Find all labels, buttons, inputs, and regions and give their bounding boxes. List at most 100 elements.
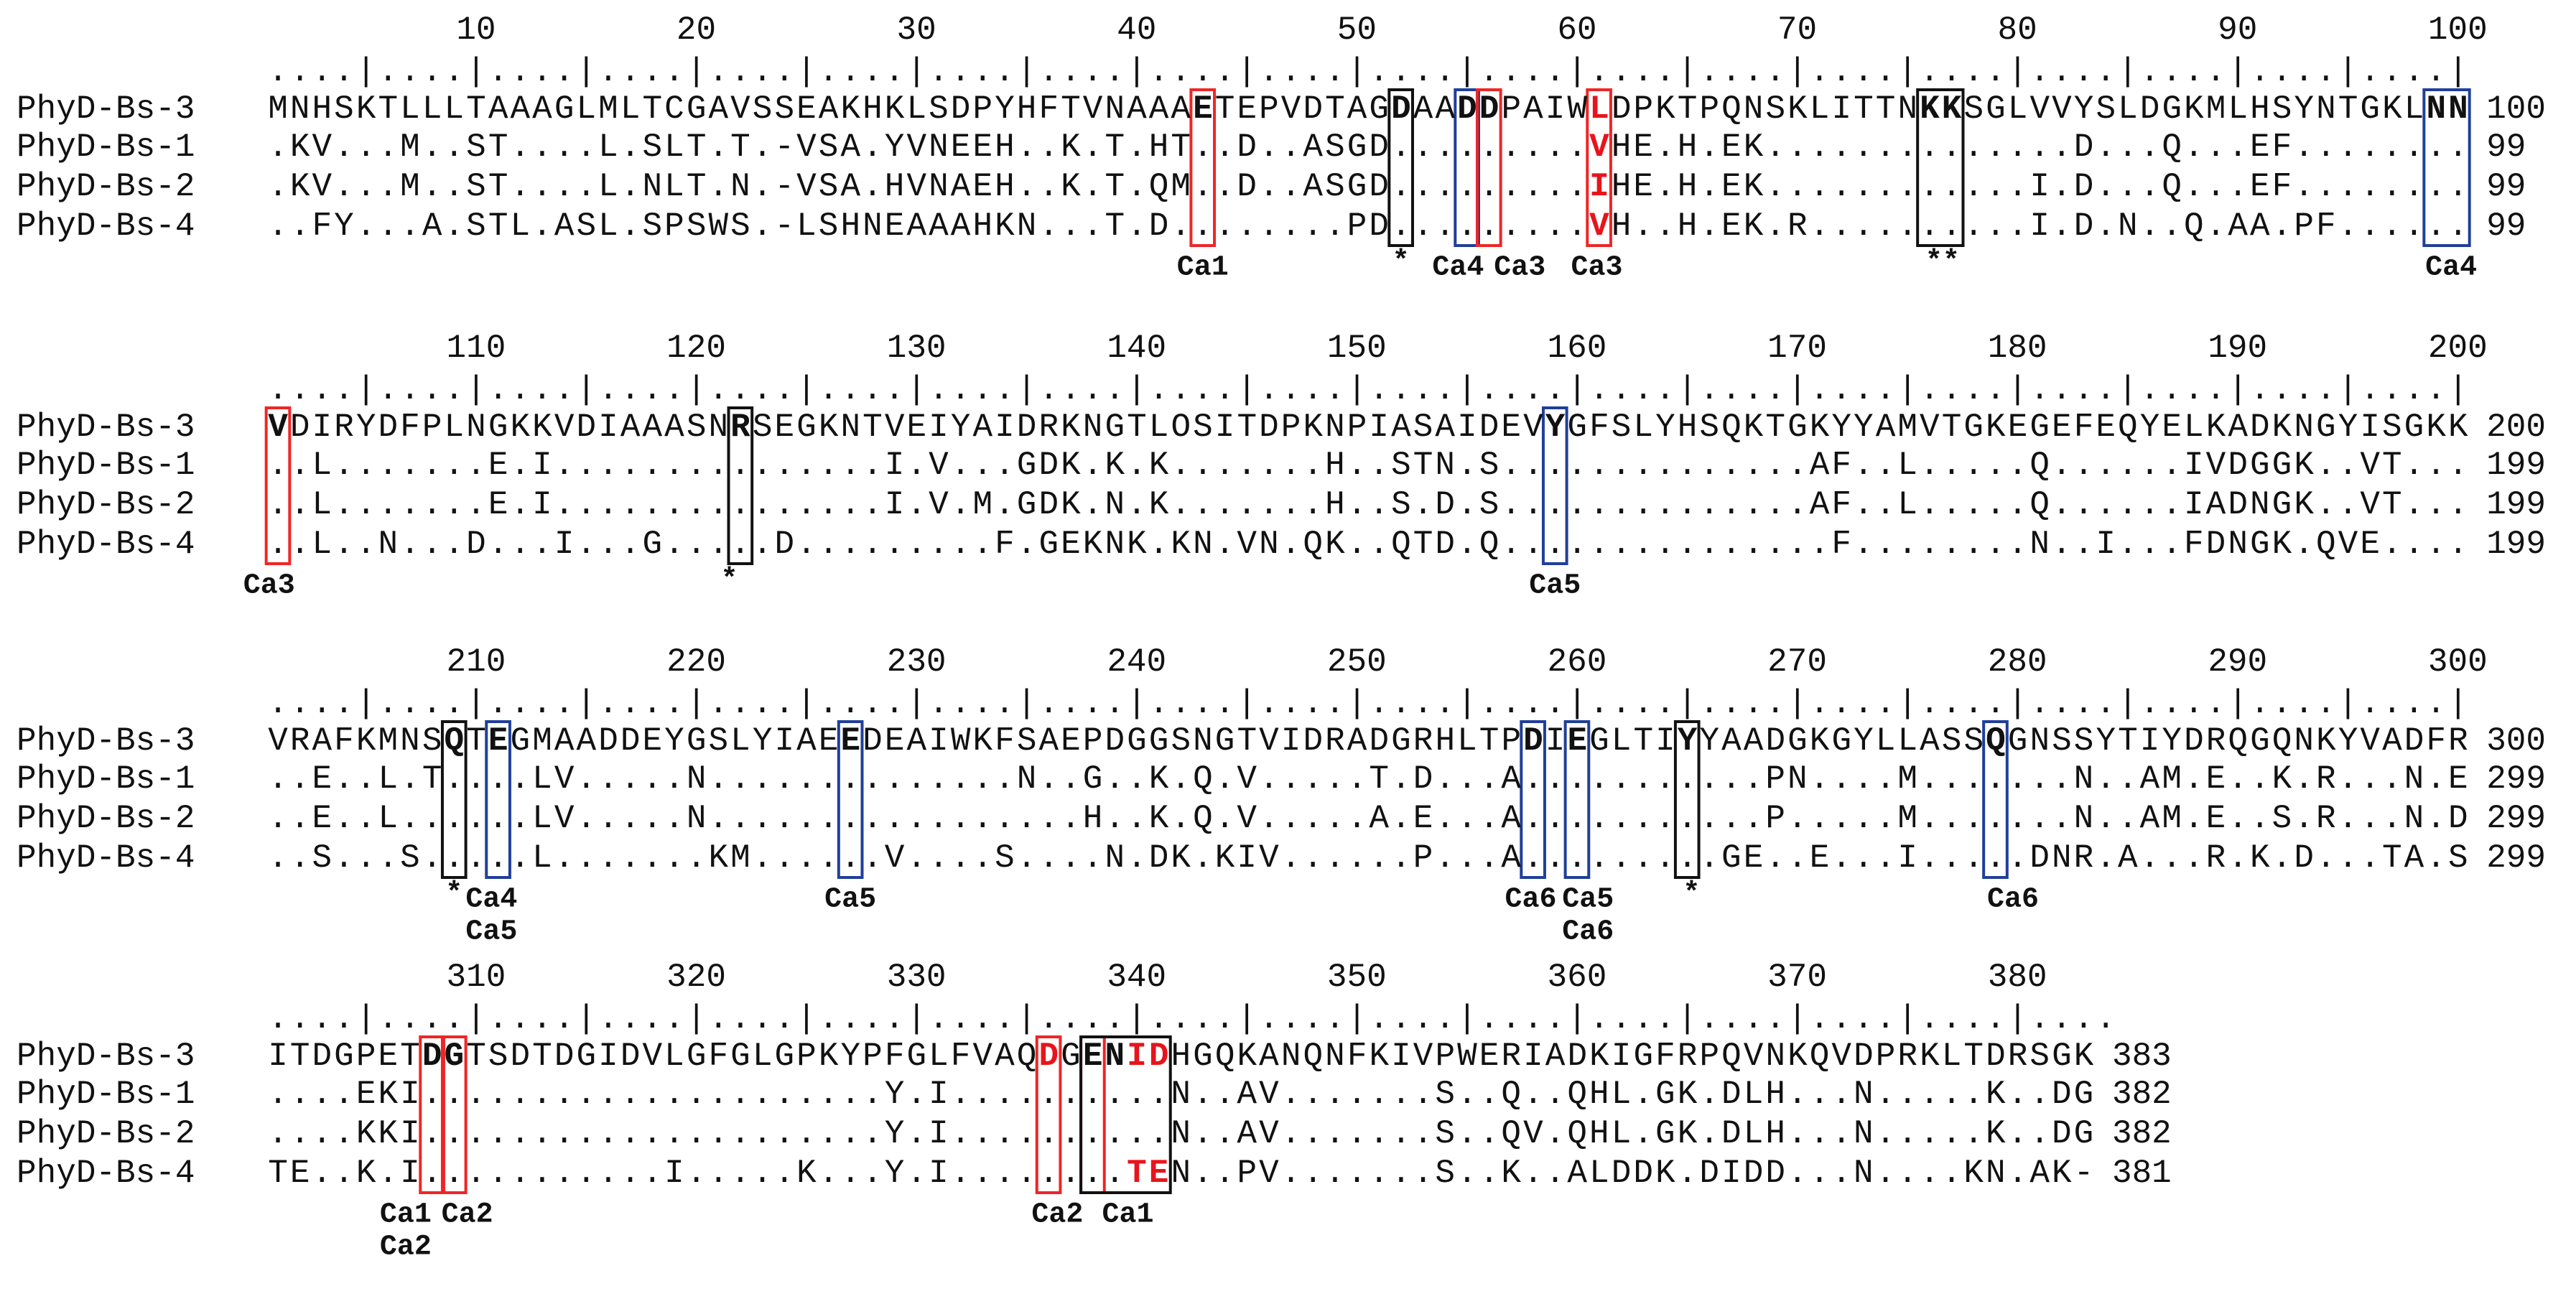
- residue-run: D: [1038, 1038, 1061, 1075]
- sequence-end: 199: [2486, 486, 2546, 523]
- sequence: ..L.......E.I...............I.V.M.GDK.N.…: [268, 486, 2470, 523]
- sequence-end: 200: [2486, 409, 2546, 446]
- sequence-name: PhyD-Bs-4: [17, 839, 195, 877]
- binding-site-label: Ca1: [380, 1199, 432, 1231]
- binding-site-label: Ca3: [1494, 252, 1545, 284]
- sequence: ..E..L.T....LV.....N..............N..G..…: [268, 760, 2470, 798]
- ruler-number: 140: [1107, 330, 1166, 367]
- ruler-number: 20: [676, 11, 716, 49]
- highlight-box: [837, 720, 864, 879]
- sequence: ....EKI.....................Y.I.........…: [268, 1076, 2096, 1113]
- binding-site-label: Ca2: [380, 1231, 432, 1264]
- residue-run: H..H.EK.R..........I.D.N..Q.AA.PF......: [1612, 208, 2470, 245]
- ruler-number: 340: [1107, 959, 1166, 996]
- sequence-name: PhyD-Bs-1: [17, 129, 195, 166]
- ruler: ....|....|....|....|....|....|....|....|…: [268, 1000, 2118, 1038]
- sequence: ..L.......E.I...............I.V...GDK.K.…: [268, 447, 2470, 484]
- binding-site-label: Ca2: [1031, 1199, 1083, 1231]
- residue-run: G: [1061, 1038, 1083, 1075]
- ruler-number: 10: [456, 11, 496, 49]
- sequence-end: 383: [2112, 1038, 2172, 1075]
- ruler-number: 280: [1988, 643, 2047, 681]
- highlight-box: [727, 406, 754, 565]
- sequence-name: PhyD-Bs-1: [17, 1076, 195, 1113]
- residue-run: HGQKANQNFKIVPWERIADKIGFRPQVNKQVDPRKLTDRS…: [1171, 1038, 2096, 1075]
- ruler-number: 370: [1767, 959, 1827, 996]
- ruler-number: 250: [1327, 643, 1387, 681]
- ruler-number: 70: [1777, 11, 1817, 49]
- alignment-block: 10 20 30 40 50 60 70 80 90 100 ....|....|....|....…: [17, 11, 2546, 284]
- binding-site-label: Ca6: [1562, 916, 1614, 949]
- residue-run: TE..K.I...........I.....K...Y.I........: [268, 1155, 1127, 1192]
- ruler-number: 150: [1327, 330, 1387, 367]
- residue-run: TEPVDTAG: [1215, 90, 1391, 128]
- highlight-box: [2422, 88, 2471, 247]
- highlight-box: [1563, 720, 1591, 879]
- sequence-end: 299: [2486, 760, 2546, 798]
- sequence-name: PhyD-Bs-3: [17, 90, 195, 128]
- highlight-box: [1475, 88, 1502, 247]
- residue-run: E: [841, 722, 863, 760]
- residue-run: MNHSKTLLLTAAAGLMLTCGAVSSEAKHKLSDPYHFTVNA…: [268, 90, 1193, 128]
- residue-run: DIRYDFPLNGKKVDIAAASN: [290, 409, 730, 446]
- ruler-number: 330: [887, 959, 947, 996]
- ruler-number: 80: [1998, 11, 2037, 49]
- sequence-name: PhyD-Bs-4: [17, 1155, 195, 1192]
- binding-site-label: Ca1: [1177, 252, 1229, 284]
- sequence-end: 300: [2486, 722, 2546, 760]
- ruler-number: 220: [666, 643, 726, 681]
- sequence-end: 199: [2486, 526, 2546, 563]
- ruler-number: 320: [666, 959, 726, 996]
- residue-run: ....EKI.....................Y.I.........…: [268, 1076, 2096, 1113]
- sequence-end: 382: [2112, 1115, 2172, 1152]
- residue-run: YAADGKGYLLASS: [1699, 722, 1986, 760]
- residue-run: ..S...S.....L.......KM......V....S....N.…: [268, 839, 2470, 877]
- residue-run: EN: [1083, 1038, 1127, 1075]
- alignment-block: 210 220 230 240 250 260 270 280 290 300 ....|....|…: [17, 643, 2546, 948]
- ruler-number: 260: [1548, 643, 1607, 681]
- residue-run: E: [1193, 90, 1215, 128]
- highlight-box: [440, 720, 468, 879]
- sequence: MNHSKTLLLTAAAGLMLTCGAVSSEAKHKLSDPYHFTVNA…: [268, 90, 2470, 128]
- conserved-star: *: [721, 564, 738, 597]
- ruler-number: 270: [1767, 643, 1827, 681]
- residue-run: DD: [1457, 90, 1501, 128]
- ruler: ....|....|....|....|....|....|....|....|…: [268, 53, 2470, 90]
- residue-run: ..L..N...D...I...G.....D.........F.GEKNK…: [268, 526, 2470, 563]
- residue-run: ..E..L......LV.....N.................H..…: [268, 800, 2470, 837]
- ruler-number: 380: [1988, 959, 2047, 996]
- binding-site-label: Ca4: [465, 884, 517, 916]
- sequence: ....KKI.....................Y.I.........…: [268, 1115, 2096, 1152]
- binding-site-label: Ca5: [465, 916, 517, 949]
- sequence: VRAFKMNSQTEGMAADDEYGSLYIAEEDEAIWKFSAEPDG…: [268, 722, 2470, 760]
- ruler-number: 350: [1327, 959, 1387, 996]
- sequence-end: 100: [2486, 90, 2546, 128]
- sequence-name: PhyD-Bs-2: [17, 1115, 195, 1152]
- alignment-block: 310 320 330 340 350 360 370 380 ....|....|....|.…: [17, 959, 2172, 1263]
- ruler-number: 60: [1557, 11, 1596, 49]
- ruler-number: 50: [1337, 11, 1377, 49]
- residue-run: PAIW: [1501, 90, 1589, 128]
- ruler-number: 110: [447, 330, 506, 367]
- highlight-box: [1520, 720, 1546, 879]
- residue-run: SGLVVYSLDGKMLHSYNTGKL: [1963, 90, 2426, 128]
- residue-run: GMAADDEYGSLYIAE: [511, 722, 841, 760]
- sequence-end: 99: [2486, 208, 2526, 245]
- residue-run: V: [1589, 208, 1612, 245]
- ruler-number: 100: [2428, 11, 2488, 49]
- ruler-number: 210: [447, 643, 506, 681]
- highlight-box: [1586, 88, 1612, 247]
- residue-run: D: [1523, 722, 1545, 760]
- highlight-box: [1982, 720, 2009, 879]
- ruler-number: 300: [2428, 643, 2488, 681]
- residue-run: NN: [2426, 90, 2470, 128]
- residue-run: ITDGPET: [268, 1038, 422, 1075]
- sequence-name: PhyD-Bs-3: [17, 722, 195, 760]
- sequence: TE..K.I...........I.....K...Y.I........T…: [268, 1155, 2096, 1192]
- binding-site-label: Ca5: [1529, 570, 1581, 602]
- ruler: ....|....|....|....|....|....|....|....|…: [268, 371, 2470, 409]
- residue-run: GFSLYHSQKTGKYYAMVTGKEGEFEQYELKADKNGYISGK…: [1567, 409, 2470, 446]
- binding-site-label: Ca5: [1562, 884, 1614, 916]
- sequence-name: PhyD-Bs-4: [17, 208, 195, 245]
